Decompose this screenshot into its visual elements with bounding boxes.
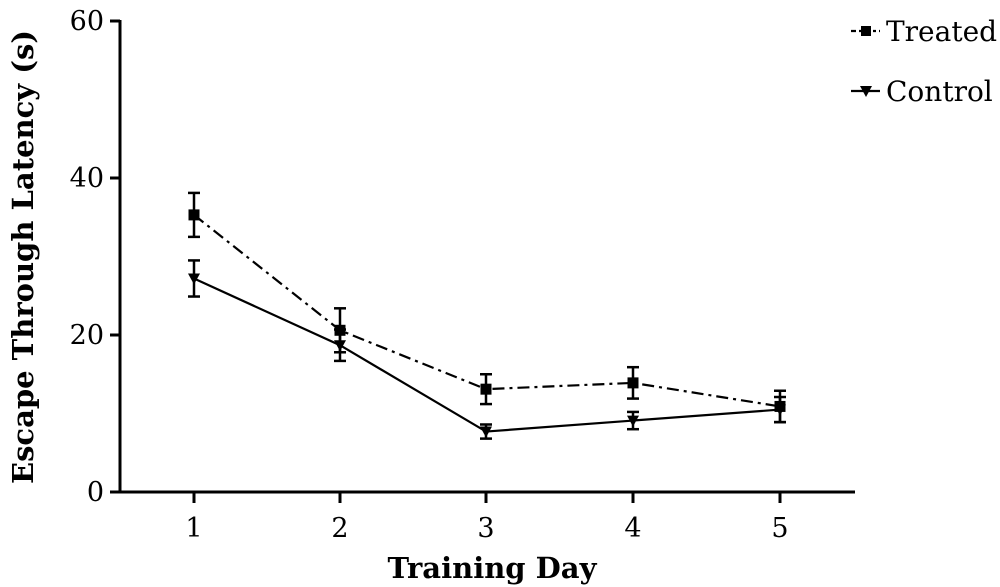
legend-marker-square [861, 26, 871, 36]
legend-marker-triangle [860, 86, 872, 97]
y-tick-label: 20 [70, 320, 104, 351]
legend-item-treated: Treated [851, 15, 997, 48]
series-control [188, 259, 786, 440]
y-tick-label: 40 [70, 163, 104, 194]
data-point-triangle [334, 340, 346, 352]
legend-item-control: Control [851, 75, 993, 108]
x-axis-title: Training Day [388, 551, 598, 585]
data-point-triangle [774, 404, 786, 416]
y-tick-label: 60 [70, 6, 104, 37]
data-point-triangle [188, 273, 200, 285]
x-tick-label: 2 [331, 513, 348, 544]
data-point-square [480, 383, 492, 395]
y-tick-label: 0 [87, 477, 104, 508]
data-point-triangle [480, 426, 492, 438]
series-treated [188, 191, 786, 424]
legend-label: Treated [886, 15, 997, 48]
legend-label: Control [886, 75, 993, 108]
x-tick-label: 3 [477, 513, 494, 544]
data-point-triangle [627, 415, 639, 427]
x-tick-label: 5 [771, 513, 788, 544]
series-line-control [193, 277, 781, 433]
data-point-square [627, 377, 639, 389]
data-point-square [188, 209, 200, 221]
x-tick-label: 1 [185, 513, 202, 544]
x-tick-label: 4 [624, 513, 641, 544]
y-axis-title: Escape Through Latency (s) [6, 30, 40, 484]
